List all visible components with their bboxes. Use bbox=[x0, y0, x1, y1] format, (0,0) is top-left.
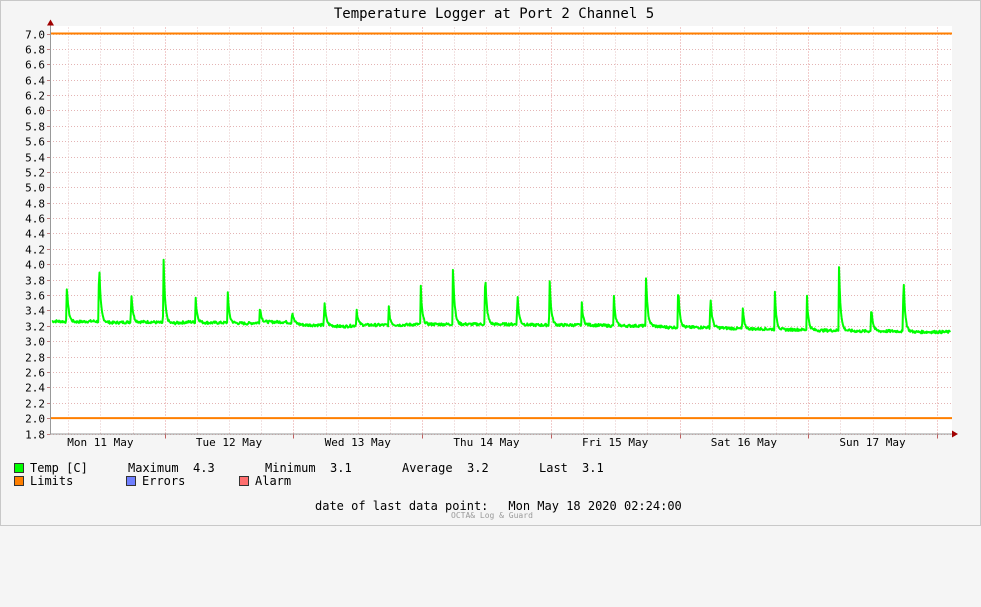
average-value: 3.2 bbox=[467, 461, 489, 475]
x-tick-label: Fri 15 May bbox=[582, 436, 649, 449]
legend-row-keys: Limits Errors Alarm bbox=[14, 475, 414, 488]
temperature-chart: Temperature Logger at Port 2 Channel 5 1… bbox=[25, 6, 958, 449]
legend-row-stats: Temp [C] Maximum 4.3 Minimum 3.1 Average… bbox=[14, 462, 974, 475]
watermark: OCTA& Log & Guard bbox=[451, 511, 533, 520]
y-tick-label: 4.2 bbox=[25, 244, 45, 257]
y-axis-arrow-icon bbox=[47, 19, 54, 26]
y-tick-label: 4.8 bbox=[25, 198, 45, 211]
y-tick-label: 3.8 bbox=[25, 275, 45, 288]
last-point-label: date of last data point: bbox=[315, 499, 489, 513]
x-tick-label: Tue 12 May bbox=[196, 436, 263, 449]
y-tick-label: 7.0 bbox=[25, 29, 45, 42]
last-value: 3.1 bbox=[582, 461, 604, 475]
x-tick-label: Wed 13 May bbox=[325, 436, 392, 449]
y-tick-label: 3.4 bbox=[25, 305, 45, 318]
series-layer bbox=[51, 258, 951, 335]
grid bbox=[47, 27, 952, 439]
y-tick-label: 5.4 bbox=[25, 152, 45, 165]
errors-swatch-icon bbox=[126, 476, 136, 486]
y-tick-labels: 1.8 2.0 2.2 2.4 2.6 2.8 3.0 3.2 3.4 3.6 3.8 4.0 4.2 4… bbox=[25, 29, 45, 442]
temp-series-line bbox=[51, 258, 951, 335]
y-tick-label: 6.0 bbox=[25, 105, 45, 118]
temp-swatch-icon bbox=[14, 463, 24, 473]
y-tick-label: 2.8 bbox=[25, 352, 45, 365]
limits-swatch-icon bbox=[14, 476, 24, 486]
y-tick-label: 1.8 bbox=[25, 429, 45, 442]
x-tick-labels: Mon 11 May Tue 12 May Wed 13 May Thu 14 May… bbox=[67, 436, 906, 449]
y-tick-label: 3.6 bbox=[25, 290, 45, 303]
legend-alarm: Alarm bbox=[255, 474, 292, 488]
legend-limits: Limits bbox=[30, 474, 74, 488]
legend-errors: Errors bbox=[142, 474, 186, 488]
maximum-label: Maximum bbox=[128, 461, 179, 475]
y-tick-label: 6.6 bbox=[25, 59, 45, 72]
y-tick-label: 4.4 bbox=[25, 228, 45, 241]
y-tick-label: 6.2 bbox=[25, 90, 45, 103]
x-axis-arrow-icon bbox=[952, 430, 958, 438]
y-tick-label: 5.6 bbox=[25, 136, 45, 149]
y-tick-label: 2.4 bbox=[25, 382, 45, 395]
y-tick-label: 3.0 bbox=[25, 336, 45, 349]
minimum-label: Minimum bbox=[265, 461, 316, 475]
axes bbox=[47, 19, 958, 438]
y-tick-label: 5.0 bbox=[25, 182, 45, 195]
x-tick-label: Sun 17 May bbox=[839, 436, 906, 449]
y-tick-label: 2.6 bbox=[25, 367, 45, 380]
minimum-value: 3.1 bbox=[330, 461, 352, 475]
x-tick-label: Sat 16 May bbox=[711, 436, 778, 449]
last-data-point: date of last data point: Mon May 18 2020 … bbox=[315, 499, 682, 513]
y-tick-label: 6.4 bbox=[25, 75, 45, 88]
y-tick-label: 2.2 bbox=[25, 398, 45, 411]
y-tick-label: 5.8 bbox=[25, 121, 45, 134]
maximum-value: 4.3 bbox=[193, 461, 215, 475]
chart-title: Temperature Logger at Port 2 Channel 5 bbox=[334, 6, 654, 22]
y-tick-label: 4.6 bbox=[25, 213, 45, 226]
average-label: Average bbox=[402, 461, 453, 475]
x-tick-label: Mon 11 May bbox=[67, 436, 134, 449]
legend-temp: Temp [C] bbox=[30, 461, 88, 475]
plot-area bbox=[50, 26, 952, 434]
y-tick-label: 6.8 bbox=[25, 44, 45, 57]
last-label: Last bbox=[539, 461, 568, 475]
limit-lines bbox=[50, 32, 952, 420]
y-tick-label: 5.2 bbox=[25, 167, 45, 180]
last-point-value: Mon May 18 2020 02:24:00 bbox=[508, 499, 682, 513]
y-tick-label: 4.0 bbox=[25, 259, 45, 272]
y-tick-label: 2.0 bbox=[25, 413, 45, 426]
x-tick-label: Thu 14 May bbox=[453, 436, 520, 449]
y-tick-label: 3.2 bbox=[25, 321, 45, 334]
alarm-swatch-icon bbox=[239, 476, 249, 486]
